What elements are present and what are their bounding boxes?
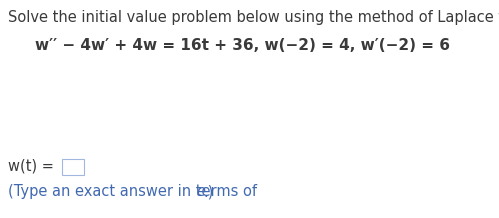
Text: w(t) =: w(t) = (8, 158, 54, 173)
Text: .): .) (204, 184, 214, 199)
Text: e: e (197, 184, 206, 199)
Text: w′′ − 4w′ + 4w = 16t + 36, w(−2) = 4, w′(−2) = 6: w′′ − 4w′ + 4w = 16t + 36, w(−2) = 4, w′… (35, 38, 450, 53)
FancyBboxPatch shape (62, 159, 84, 175)
Text: Solve the initial value problem below using the method of Laplace transforms.: Solve the initial value problem below us… (8, 10, 499, 25)
Text: (Type an exact answer in terms of: (Type an exact answer in terms of (8, 184, 261, 199)
